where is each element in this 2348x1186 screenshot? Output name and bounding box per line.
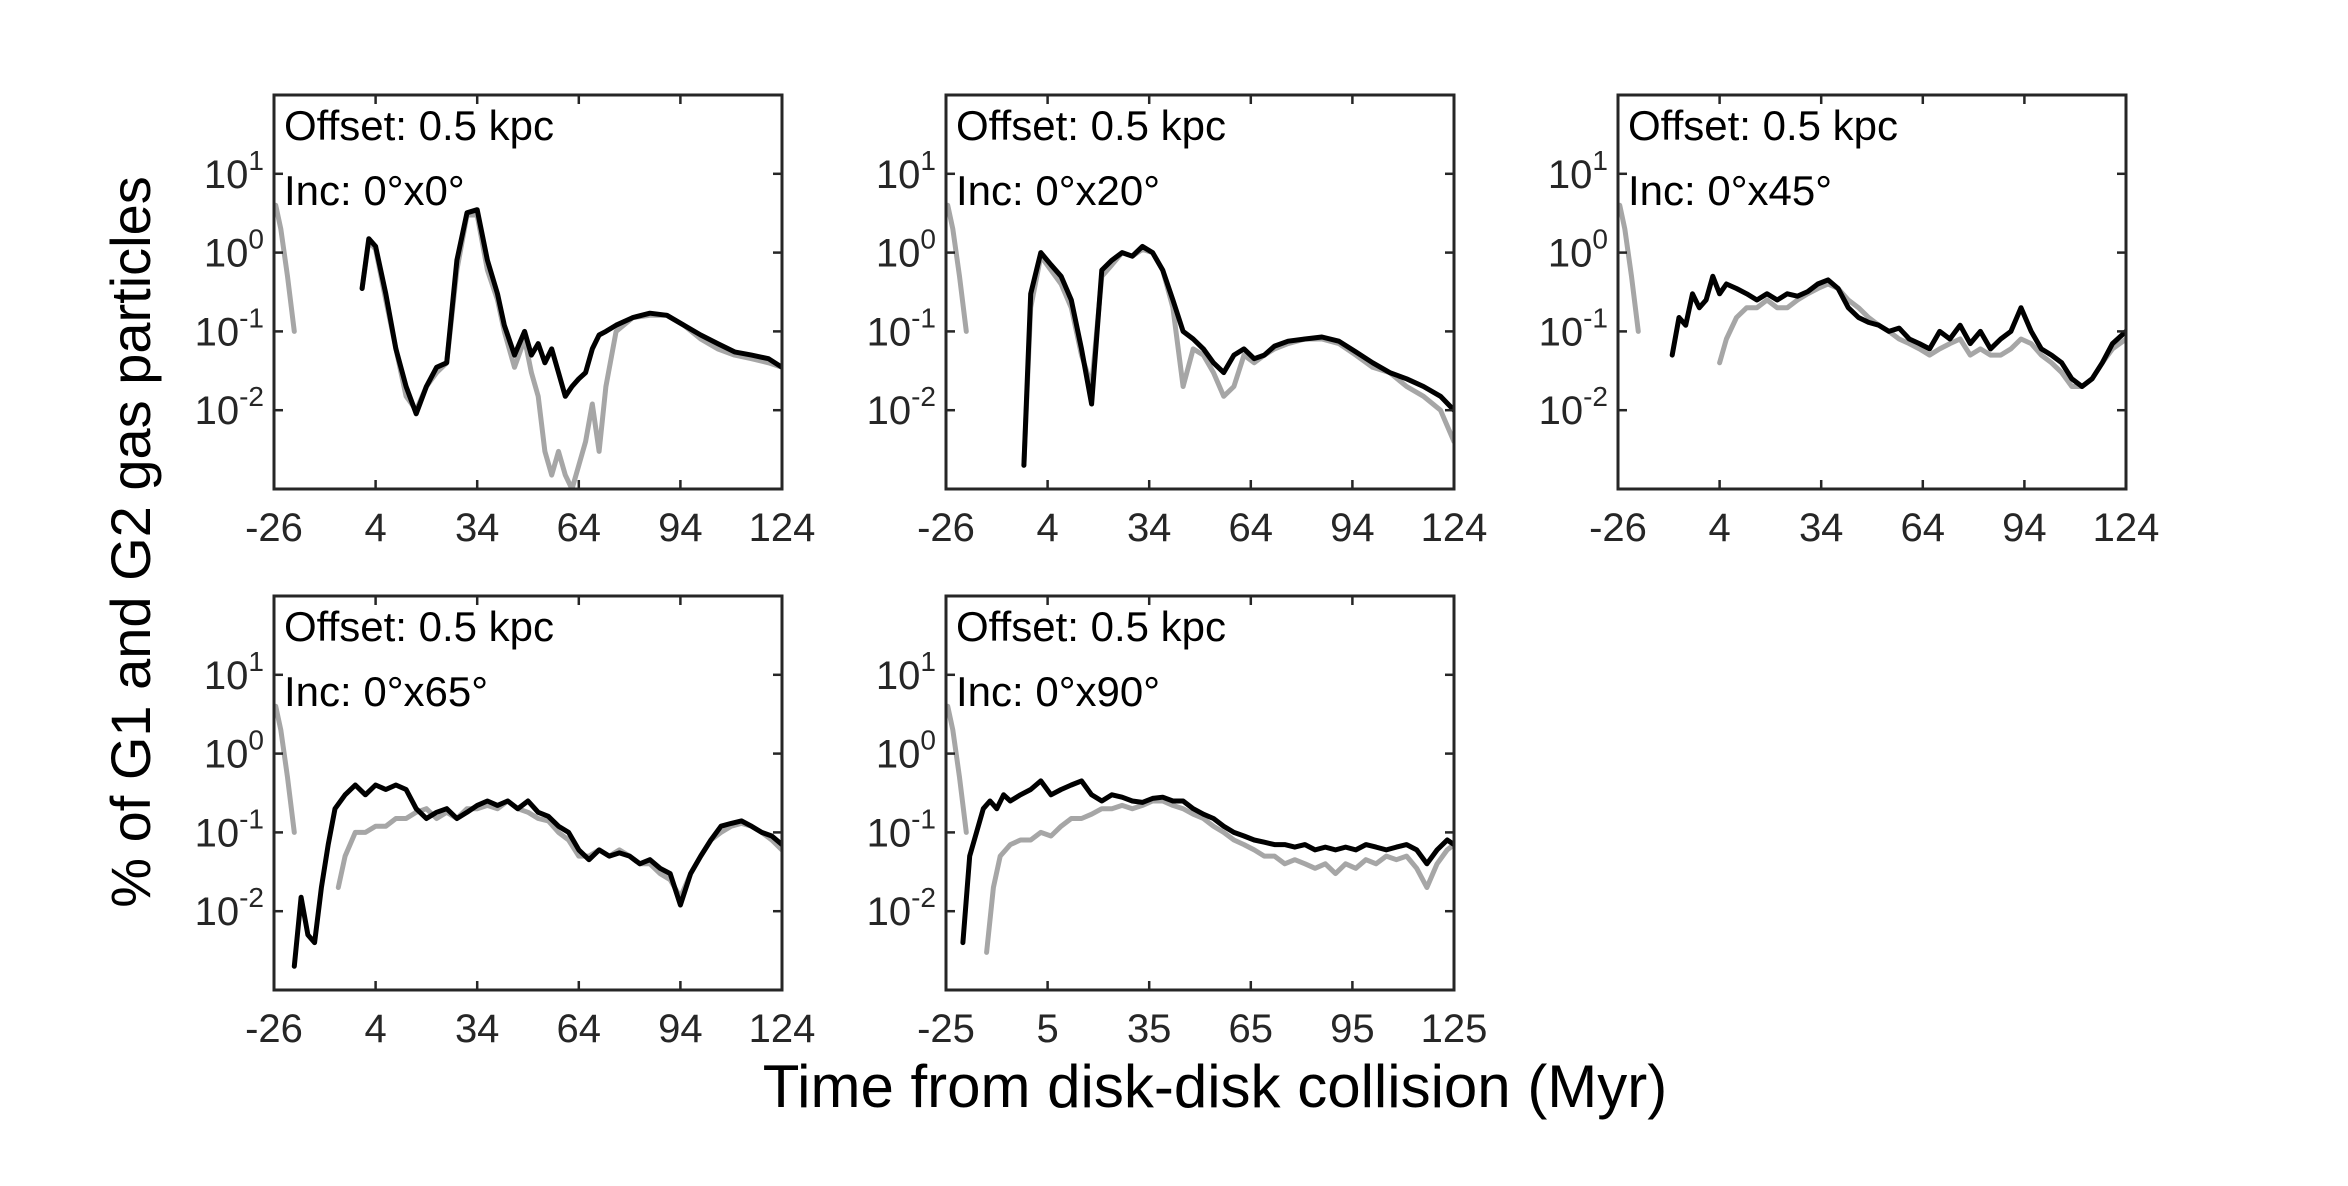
panels: -26 4 34 64 94 124 10-2 10-1 100 101 Offset: 0.5 k… xyxy=(195,93,2160,1051)
black-series-line xyxy=(1669,273,2126,389)
panel-annotation: Inc: 0°x90° xyxy=(956,668,1160,715)
y-tick-label: 101 xyxy=(876,646,936,698)
x-tick-label: 95 xyxy=(1330,1007,1375,1051)
x-tick-label: -26 xyxy=(245,506,303,550)
y-tick-label: 101 xyxy=(1548,145,1608,197)
y-tick-label: 100 xyxy=(204,224,264,276)
panel-annotation: Offset: 0.5 kpc xyxy=(1628,102,1898,149)
y-tick-label: 101 xyxy=(204,145,264,197)
black-series-line xyxy=(1021,243,1454,468)
axes-box xyxy=(272,594,784,992)
x-tick-label: 64 xyxy=(557,1007,602,1051)
x-tick-label: 94 xyxy=(1330,506,1375,550)
y-tick-label: 10-1 xyxy=(195,803,264,855)
axes-box xyxy=(1616,93,2128,491)
x-tick-label: 4 xyxy=(1036,506,1058,550)
y-tick-label: 10-1 xyxy=(867,803,936,855)
x-tick-label: 94 xyxy=(2002,506,2047,550)
y-tick-label: 100 xyxy=(204,725,264,777)
gray-series-line xyxy=(946,202,969,334)
panel-annotation: Offset: 0.5 kpc xyxy=(956,603,1226,650)
axes-box xyxy=(944,93,1456,491)
y-tick-label: 10-1 xyxy=(867,302,936,354)
black-series-line xyxy=(960,778,1454,946)
x-tick-label: 34 xyxy=(455,1007,500,1051)
y-tick-label: 10-2 xyxy=(195,381,264,433)
x-tick-label: 34 xyxy=(455,506,500,550)
x-tick-label: 4 xyxy=(364,506,386,550)
x-tick-label: -25 xyxy=(917,1007,975,1051)
y-tick-label: 101 xyxy=(204,646,264,698)
x-tick-label: 64 xyxy=(1901,506,1946,550)
gray-series-line xyxy=(274,202,297,334)
gray-series-line xyxy=(946,703,969,835)
x-tick-label: 64 xyxy=(557,506,602,550)
x-axis-label: Time from disk-disk collision (Myr) xyxy=(763,1053,1668,1120)
panel-annotation: Offset: 0.5 kpc xyxy=(284,603,554,650)
series-group xyxy=(1618,202,2126,389)
x-tick-label: 4 xyxy=(1708,506,1730,550)
x-tick-label: -26 xyxy=(1589,506,1647,550)
x-tick-label: 34 xyxy=(1799,506,1844,550)
gray-series-line xyxy=(274,703,297,835)
black-series-line xyxy=(291,782,782,969)
series-group xyxy=(946,703,1454,955)
panel-5: -25 5 35 65 95 125 10-2 10-1 100 101 Offset: 0.5 k… xyxy=(867,594,1488,1051)
x-tick-label: 124 xyxy=(749,1007,816,1051)
x-tick-label: 124 xyxy=(749,506,816,550)
gray-series-line xyxy=(1717,281,2126,389)
x-tick-label: 65 xyxy=(1229,1007,1274,1051)
x-tick-label: 124 xyxy=(2093,506,2160,550)
panel-3: -26 4 34 64 94 124 10-2 10-1 100 101 Offset: 0.5 k… xyxy=(1539,93,2160,550)
x-tick-label: 35 xyxy=(1127,1007,1172,1051)
x-tick-label: 4 xyxy=(364,1007,386,1051)
y-tick-label: 10-1 xyxy=(1539,302,1608,354)
series-group xyxy=(274,703,782,969)
y-tick-label: 10-2 xyxy=(867,882,936,934)
y-tick-label: 10-2 xyxy=(867,381,936,433)
panel-annotation: Inc: 0°x65° xyxy=(284,668,488,715)
y-tick-label: 10-1 xyxy=(195,302,264,354)
x-tick-label: 5 xyxy=(1036,1007,1058,1051)
panel-1: -26 4 34 64 94 124 10-2 10-1 100 101 Offset: 0.5 k… xyxy=(195,93,816,550)
y-tick-label: 101 xyxy=(876,145,936,197)
y-tick-label: 100 xyxy=(876,224,936,276)
x-tick-label: 64 xyxy=(1229,506,1274,550)
y-tick-label: 100 xyxy=(1548,224,1608,276)
y-tick-label: 100 xyxy=(876,725,936,777)
panel-annotation: Inc: 0°x20° xyxy=(956,167,1160,214)
panel-annotation: Inc: 0°x45° xyxy=(1628,167,1832,214)
axes-box xyxy=(272,93,784,491)
series-group xyxy=(946,202,1454,468)
panel-annotation: Offset: 0.5 kpc xyxy=(956,102,1226,149)
y-tick-label: 10-2 xyxy=(1539,381,1608,433)
series-group xyxy=(274,202,782,489)
y-tick-label: 10-2 xyxy=(195,882,264,934)
x-tick-label: 34 xyxy=(1127,506,1172,550)
black-series-line xyxy=(359,207,782,417)
gray-series-line xyxy=(1618,202,1641,334)
panel-annotation: Inc: 0°x0° xyxy=(284,167,465,214)
x-tick-label: 94 xyxy=(658,1007,703,1051)
panel-annotation: Offset: 0.5 kpc xyxy=(284,102,554,149)
panel-2: -26 4 34 64 94 124 10-2 10-1 100 101 Offset: 0.5 k… xyxy=(867,93,1488,550)
x-tick-label: 124 xyxy=(1421,506,1488,550)
panel-4: -26 4 34 64 94 124 10-2 10-1 100 101 Offset: 0.5 k… xyxy=(195,594,816,1051)
y-axis-label: % of G1 and G2 gas particles xyxy=(99,176,162,908)
x-tick-label: 94 xyxy=(658,506,703,550)
x-tick-label: -26 xyxy=(245,1007,303,1051)
gray-series-line xyxy=(984,798,1454,955)
x-tick-label: -26 xyxy=(917,506,975,550)
x-tick-label: 125 xyxy=(1421,1007,1488,1051)
axes-box xyxy=(944,594,1456,992)
